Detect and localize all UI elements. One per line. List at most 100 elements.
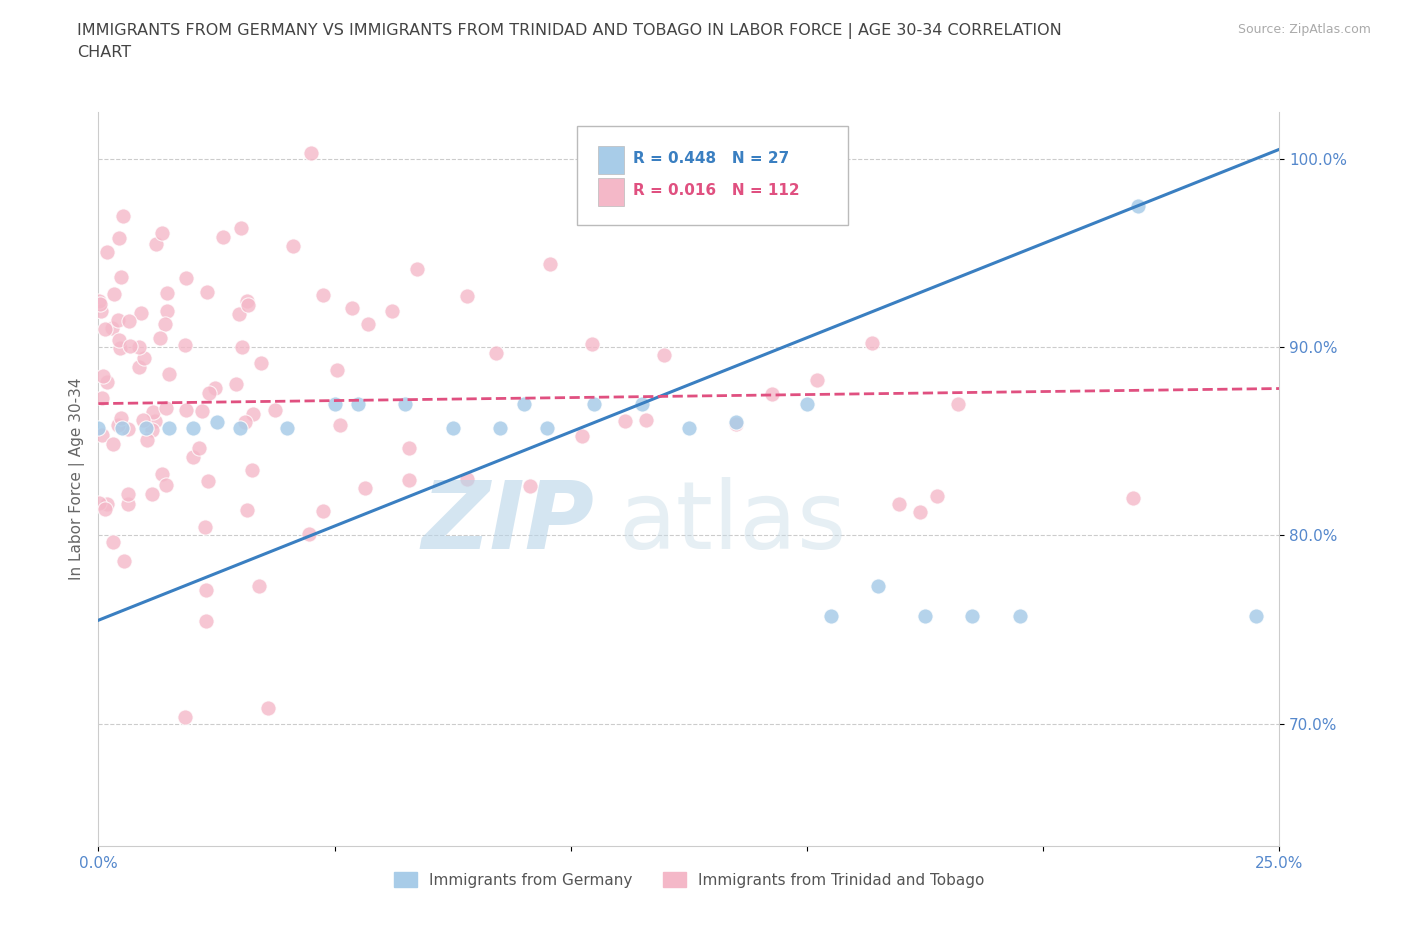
Point [634,412,657,427]
Point [323,396,346,411]
Point [329,418,352,432]
Point [276,420,298,435]
Point [103,286,125,301]
Text: R = 0.448   N = 27: R = 0.448 N = 27 [634,151,790,166]
Point [630,396,652,411]
Text: R = 0.016   N = 112: R = 0.016 N = 112 [634,182,800,198]
Point [107,418,129,432]
Point [249,356,271,371]
Point [538,257,561,272]
Point [236,298,259,312]
Point [87,420,110,435]
Point [297,527,319,542]
Point [1244,609,1267,624]
Point [87,496,110,511]
Point [406,261,429,276]
Point [583,396,606,411]
Point [142,405,165,419]
Point [197,473,219,488]
Text: ZIP: ZIP [422,477,595,569]
Point [242,407,264,422]
Point [225,377,247,392]
Point [94,501,117,516]
Point [240,462,263,477]
Point [174,271,197,286]
Point [156,303,179,318]
Point [117,421,139,436]
Point [91,428,114,443]
Point [120,339,142,353]
Point [231,220,253,235]
Point [96,245,118,259]
Point [512,396,534,411]
Point [519,479,541,494]
Point [860,336,883,351]
Point [128,339,150,354]
Point [174,338,197,352]
Text: atlas: atlas [619,477,846,569]
Y-axis label: In Labor Force | Age 30-34: In Labor Force | Age 30-34 [69,378,84,580]
Point [194,614,217,629]
Point [157,420,180,435]
Point [107,333,129,348]
Point [866,578,889,593]
Point [107,231,129,246]
Point [381,303,404,318]
Point [90,304,112,319]
Point [181,420,204,435]
Point [231,339,253,354]
Point [91,369,114,384]
Legend: Immigrants from Germany, Immigrants from Trinidad and Tobago: Immigrants from Germany, Immigrants from… [388,866,990,894]
Point [89,297,111,312]
Point [908,504,931,519]
Point [281,238,304,253]
Point [149,331,172,346]
Point [571,429,593,444]
Point [962,609,984,624]
Point [887,497,910,512]
Point [441,420,464,435]
Point [301,145,323,160]
Point [114,553,136,568]
Point [725,415,748,430]
Point [117,486,139,501]
Point [229,420,252,435]
Bar [598,178,624,206]
Point [110,270,132,285]
Point [100,320,122,335]
Point [112,208,135,223]
Point [205,415,228,430]
Point [141,423,163,438]
Point [107,312,129,327]
Point [117,497,139,512]
Point [143,414,166,429]
Point [456,288,478,303]
Point [195,285,218,299]
Point [235,414,257,429]
Point [204,380,226,395]
Text: Source: ZipAtlas.com: Source: ZipAtlas.com [1237,23,1371,36]
Point [347,396,370,411]
Point [141,486,163,501]
Point [1008,609,1031,624]
Point [101,436,124,451]
Point [357,317,380,332]
Point [489,420,512,435]
Point [128,360,150,375]
Point [340,300,363,315]
Point [118,313,141,328]
Point [173,710,195,724]
Point [1122,490,1144,505]
Point [398,441,420,456]
Point [228,306,250,321]
Point [398,472,420,487]
Point [155,477,177,492]
Point [247,578,270,593]
Point [264,402,287,417]
Text: IMMIGRANTS FROM GERMANY VS IMMIGRANTS FROM TRINIDAD AND TOBAGO IN LABOR FORCE | : IMMIGRANTS FROM GERMANY VS IMMIGRANTS FR… [77,23,1062,60]
Point [150,467,173,482]
Point [236,502,259,517]
Point [806,373,828,388]
Point [536,420,558,435]
Point [191,404,214,418]
